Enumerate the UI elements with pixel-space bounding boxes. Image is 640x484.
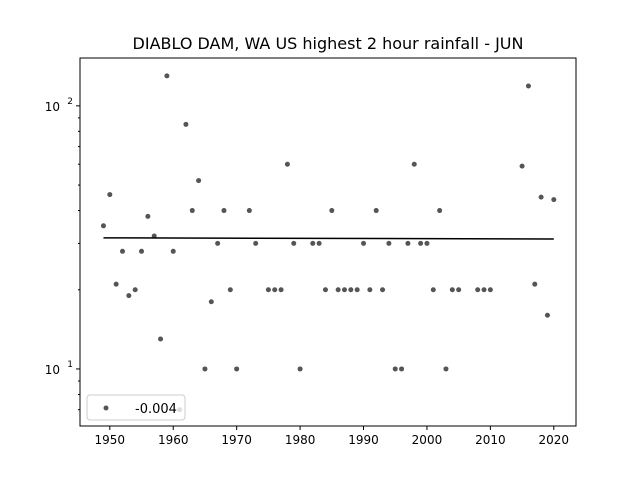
data-point (272, 287, 278, 293)
y-tick-exponent: 2 (67, 97, 73, 107)
data-point (139, 248, 145, 254)
data-point (532, 281, 538, 287)
legend-marker (103, 405, 109, 411)
y-tick-label: 10 (45, 363, 60, 377)
axis-ticks: 1950 1960 1970 1980 1990 2000 2010 2020 10 1 10 2 (45, 97, 569, 447)
data-point (551, 197, 557, 203)
data-point (215, 240, 221, 246)
legend: -0.004 (86, 394, 186, 421)
data-point (443, 366, 449, 372)
data-point (329, 208, 335, 214)
plot-area (100, 73, 557, 413)
data-point (297, 366, 303, 372)
data-point (234, 366, 240, 372)
data-point (170, 248, 176, 254)
data-point (487, 287, 493, 293)
data-point (316, 240, 322, 246)
data-point (322, 287, 328, 293)
x-tick-label: 2020 (539, 433, 570, 447)
data-point (525, 83, 531, 89)
data-point (544, 312, 550, 318)
data-point (538, 194, 544, 200)
trend-line (103, 237, 554, 240)
data-point (221, 208, 227, 214)
y-tick-label: 10 (45, 100, 60, 114)
data-point (424, 240, 430, 246)
data-point (158, 336, 164, 342)
data-point (265, 287, 271, 293)
data-point (411, 161, 417, 167)
data-point (291, 240, 297, 246)
data-point (189, 208, 195, 214)
data-point (196, 178, 202, 184)
data-point (202, 366, 208, 372)
axes-frame (79, 57, 577, 427)
data-point (164, 73, 170, 79)
data-point (348, 287, 354, 293)
data-point (386, 240, 392, 246)
data-point (227, 287, 233, 293)
data-point (145, 213, 151, 219)
data-point (208, 299, 214, 305)
data-point (380, 287, 386, 293)
data-point (399, 366, 405, 372)
data-point (341, 287, 347, 293)
data-point (449, 287, 455, 293)
data-point (361, 240, 367, 246)
data-point (246, 208, 252, 214)
data-point (253, 240, 259, 246)
legend-label: -0.004 (135, 402, 177, 417)
x-tick-label: 1970 (221, 433, 252, 447)
x-tick-label: 2010 (475, 433, 506, 447)
x-tick-label: 1960 (158, 433, 189, 447)
data-point (354, 287, 360, 293)
data-point (456, 287, 462, 293)
data-point (373, 208, 379, 214)
data-point (475, 287, 481, 293)
x-tick-label: 1950 (95, 433, 126, 447)
data-point (430, 287, 436, 293)
data-point (107, 192, 113, 198)
y-tick-exponent: 1 (67, 360, 73, 370)
data-point (119, 248, 125, 254)
data-point (113, 281, 119, 287)
data-point (519, 163, 525, 169)
data-point (481, 287, 487, 293)
legend-box (86, 394, 186, 421)
data-point (310, 240, 316, 246)
x-tick-label: 2000 (412, 433, 443, 447)
data-point (126, 293, 132, 299)
data-point (132, 287, 138, 293)
data-point (335, 287, 341, 293)
data-point (437, 208, 443, 214)
x-tick-label: 1980 (285, 433, 316, 447)
x-tick-label: 1990 (348, 433, 379, 447)
data-point (278, 287, 284, 293)
data-point (284, 161, 290, 167)
data-point (100, 223, 106, 229)
data-point (405, 240, 411, 246)
data-point (183, 121, 189, 127)
data-point (418, 240, 424, 246)
data-point (392, 366, 398, 372)
chart-title: DIABLO DAM, WA US highest 2 hour rainfal… (133, 34, 524, 53)
data-point (367, 287, 373, 293)
